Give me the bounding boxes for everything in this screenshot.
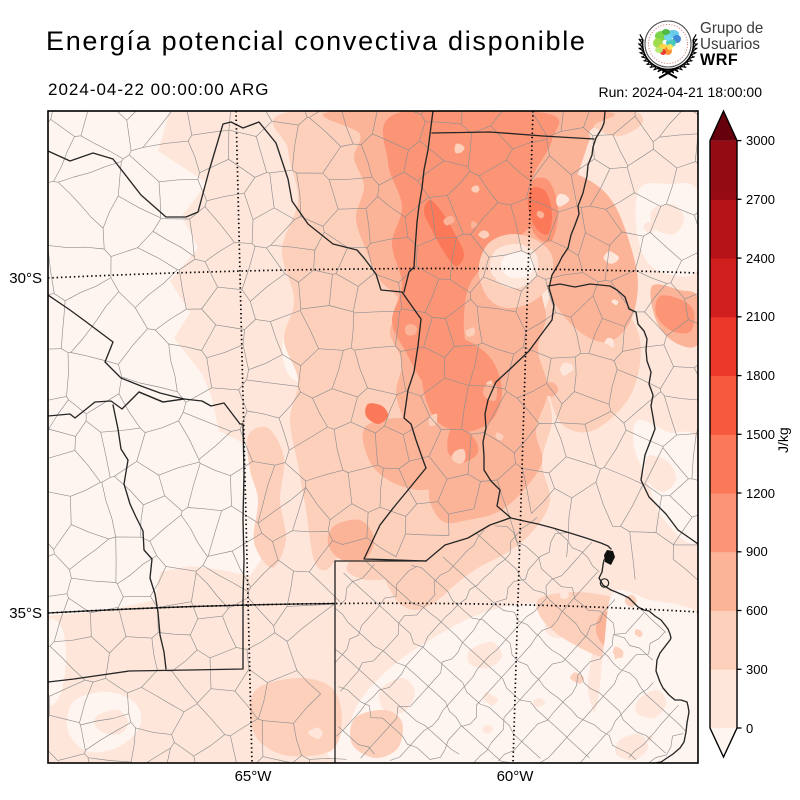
svg-text:Usuarios: Usuarios [700, 36, 760, 53]
svg-text:Grupo de: Grupo de [700, 20, 763, 37]
svg-text:WRF: WRF [700, 50, 738, 69]
